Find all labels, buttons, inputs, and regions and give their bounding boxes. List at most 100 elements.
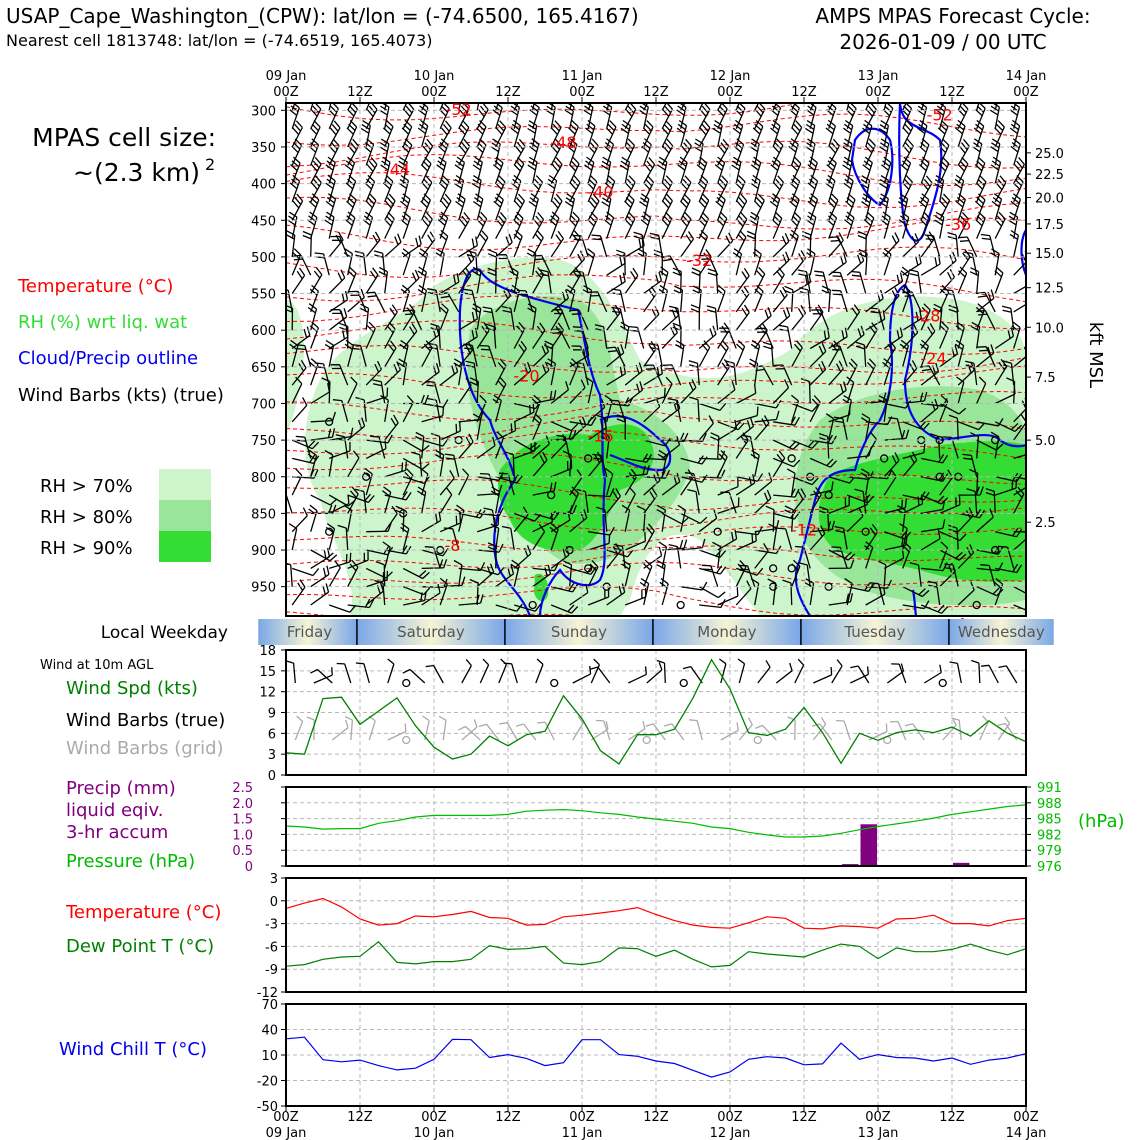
wind-barb [458, 433, 474, 459]
wind-barb [513, 229, 523, 258]
weekday-name: Saturday [397, 623, 465, 641]
wind-barb [624, 267, 639, 294]
wind-barb [458, 236, 479, 258]
pressure-right-tick-label: 985 [1037, 813, 1062, 828]
wind-barb [642, 120, 654, 148]
wind-barb [606, 254, 626, 276]
wind-barb [346, 193, 357, 221]
wind-barb [939, 193, 951, 221]
wind-barb [698, 402, 727, 412]
wind-barb [938, 138, 950, 166]
wind-barb [869, 307, 885, 331]
wind-barb [532, 343, 550, 368]
wind-barb [698, 229, 709, 258]
wind-barb [754, 103, 766, 130]
wind-barb [587, 211, 598, 239]
wind-barb [828, 138, 840, 166]
wind-barb [672, 267, 682, 294]
bottom-hour-label: 00Z [569, 1110, 595, 1125]
wind-barb [902, 324, 919, 349]
wind-barb [328, 138, 340, 166]
wind-barb [1010, 138, 1021, 166]
wind-barb [698, 193, 710, 221]
calm-barb [991, 545, 1000, 555]
wind-barb [846, 304, 861, 331]
calm-barb-10m [679, 678, 688, 688]
wind-barb-10m [812, 717, 827, 741]
wind-barb [990, 138, 1001, 166]
wind-barb [772, 379, 790, 404]
calm-barb-10m [550, 678, 559, 688]
wind-barb [490, 486, 501, 514]
wind-barb [770, 119, 781, 148]
wind-barb [365, 157, 378, 184]
calm-barb [713, 527, 722, 536]
wind-chill-tick-label: 40 [261, 1024, 278, 1039]
wind-barb [592, 453, 608, 477]
wind-barb [948, 524, 959, 551]
wind-barb [920, 211, 931, 239]
wind-grid [286, 649, 1026, 776]
wind-barb-10m [890, 720, 907, 741]
wind-barb [310, 103, 322, 129]
wind-barb [476, 230, 489, 258]
wind-barb [475, 120, 487, 148]
top-hour-label: 12Z [939, 85, 965, 100]
calm-barb-10m [402, 735, 411, 745]
wind-barb [321, 377, 331, 404]
wind-barb [402, 269, 420, 294]
wind-barb [550, 120, 562, 148]
wind-barb [400, 211, 412, 239]
wind-barb [509, 266, 519, 294]
wind-barb [677, 156, 688, 184]
calm-barb [935, 435, 944, 445]
wind-barb-10m [572, 716, 584, 741]
temperature-label: -12 [791, 521, 817, 540]
cell-subtitle: Nearest cell 1813748: lat/lon = (-74.651… [6, 31, 433, 50]
wind-barb [532, 523, 546, 551]
wind-barb [754, 543, 769, 569]
wind-barb [513, 340, 527, 368]
wind-barb [828, 360, 844, 386]
weekday-segment [356, 619, 505, 645]
wind-barb [458, 468, 470, 496]
wind-barb-10m [589, 666, 611, 684]
wind-barb-10m [355, 662, 370, 684]
wind-barb [643, 487, 658, 514]
wind-barb-10m [515, 723, 537, 741]
wind-barb [436, 156, 447, 184]
wind-barb [606, 488, 621, 514]
wind-barb [624, 193, 635, 221]
wind-barb [620, 321, 630, 349]
height-tick-label: 5.0 [1035, 434, 1056, 449]
wind-barb [365, 291, 386, 313]
wind-barb [402, 457, 430, 470]
wind-barb [624, 211, 636, 239]
height-tick-label: 25.0 [1035, 147, 1064, 162]
wind-tick-label: 0 [268, 769, 276, 784]
wind-barb [532, 267, 545, 294]
wind-barb [750, 339, 761, 367]
wind-barb [458, 103, 470, 130]
wind-barb [884, 400, 912, 409]
wind-barb [897, 193, 909, 221]
wind-barb [324, 339, 335, 367]
top-hour-label: 12Z [495, 85, 521, 100]
height-tick-label: 2.5 [1035, 516, 1056, 531]
wind-barb [620, 119, 631, 148]
wind-barb [1009, 103, 1021, 129]
wind-barb [401, 248, 411, 276]
wind-barb [735, 384, 757, 405]
temperature-contour [286, 103, 1026, 121]
wind-axis: 0 3 6 9 12 15 18 [259, 644, 286, 784]
wind-barb [807, 193, 819, 221]
wind-barb [328, 103, 339, 129]
wind-barb [550, 193, 563, 221]
wind-barb [698, 415, 714, 441]
wind-barb [846, 103, 850, 111]
wind-barb [475, 138, 487, 166]
wind-barb [439, 273, 460, 295]
legend-barbs: Wind Barbs (kts) (true) [18, 385, 224, 406]
wind-barb-10m [811, 723, 833, 741]
wind-barb [980, 564, 996, 587]
